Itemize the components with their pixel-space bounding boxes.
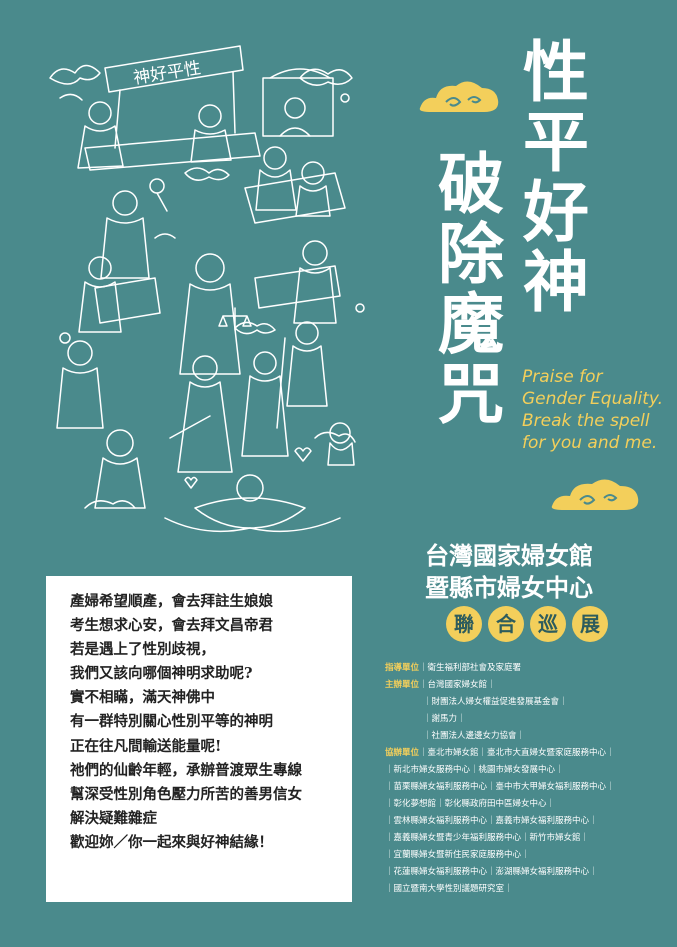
unit-row: ｜嘉義縣婦女暨青少年福利服務中心｜新竹市婦女館｜: [385, 830, 675, 847]
intro-line: 若是遇上了性別歧視，: [70, 641, 215, 659]
intro-line: 解決疑難雜症: [70, 809, 157, 827]
unit-row: 主辦單位｜台灣國家婦女館｜: [385, 677, 675, 694]
unit-role: 指導單位: [385, 663, 420, 673]
unit-text: ｜衛生福利部社會及家庭署: [419, 663, 522, 673]
english-line: Gender Equality.: [522, 389, 664, 409]
intro-line: 考生想求心安，會去拜文昌帝君: [70, 617, 273, 635]
english-tagline: Praise for Gender Equality. Break the sp…: [522, 366, 663, 454]
tour-badge: 聯: [446, 606, 482, 642]
organizer-line-1: 台灣國家婦女館: [425, 541, 593, 570]
unit-row: ｜新北市婦女服務中心｜桃園市婦女發展中心｜: [385, 762, 675, 779]
unit-row: ｜雲林縣婦女福利服務中心｜嘉義市婦女福利服務中心｜: [385, 813, 675, 830]
tour-badge: 展: [572, 606, 608, 642]
main-title-line-2: 破除魔咒: [438, 146, 504, 433]
unit-row: ｜彰化夢想館｜彰化縣政府田中區婦女中心｜: [385, 796, 675, 813]
intro-line: 實不相瞞，滿天神佛中: [70, 689, 215, 707]
intro-line: 正在往凡間輸送能量呢!: [70, 737, 222, 755]
unit-role: 主辦單位: [385, 680, 420, 690]
unit-text: ｜花蓮縣婦女福利服務中心｜澎湖縣婦女福利服務中心｜: [385, 867, 598, 877]
intro-line: 有一群特別關心性別平等的神明: [70, 713, 273, 731]
unit-row: ｜花蓮縣婦女福利服務中心｜澎湖縣婦女福利服務中心｜: [385, 864, 675, 881]
intro-line: 祂們的仙齡年輕，承辦普渡眾生專線: [70, 761, 302, 779]
organizer-line-2: 暨縣市婦女中心: [425, 573, 593, 602]
unit-text: ｜國立暨南大學性別議題研究室｜: [385, 884, 513, 894]
unit-row: ｜苗栗縣婦女福利服務中心｜臺中市大甲婦女福利服務中心｜: [385, 779, 675, 796]
window-figure: [262, 68, 334, 137]
unit-row: 指導單位｜衛生福利部社會及家庭署: [385, 660, 675, 677]
unit-text: ｜宜蘭縣婦女暨新住民家庭服務中心｜: [385, 850, 530, 860]
unit-text: ｜臺北市婦女館｜臺北市大直婦女暨家庭服務中心｜: [419, 748, 615, 758]
english-line: for you and me.: [522, 433, 658, 453]
intro-line: 幫深受性別角色壓力所苦的善男信女: [70, 785, 302, 803]
figures: [56, 101, 355, 533]
unit-text: ｜彰化夢想館｜彰化縣政府田中區婦女中心｜: [385, 799, 556, 809]
unit-role: 協辦單位: [385, 748, 420, 758]
cloud-icon: [419, 81, 499, 112]
intro-line: 產婦希望順產，會去拜註生娘娘: [70, 593, 273, 610]
unit-text: ｜台灣國家婦女館｜: [419, 680, 496, 690]
joint-tour-badges: 聯 合 巡 展: [446, 606, 608, 642]
organizer-title: 台灣國家婦女館 暨縣市婦女中心: [425, 540, 593, 604]
main-title-column-2: 破除魔咒: [435, 150, 507, 430]
deities-illustration: 神好平性: [49, 45, 365, 533]
main-title-line-1: 性平好神: [523, 34, 589, 321]
cloud-icon: [551, 479, 639, 510]
unit-row: ｜宜蘭縣婦女暨新住民家庭服務中心｜: [385, 847, 675, 864]
unit-text: ｜謝馬力｜: [423, 714, 466, 724]
units-list: 指導單位｜衛生福利部社會及家庭署 主辦單位｜台灣國家婦女館｜ ｜財團法人婦女權益…: [385, 660, 675, 898]
unit-row: ｜社團法人邊邊女力協會｜: [385, 728, 675, 745]
banner-text: 神好平性: [132, 58, 202, 88]
intro-line: 歡迎妳／你一起來與好神結緣！: [70, 833, 273, 851]
english-line: Break the spell: [522, 411, 650, 431]
tour-badge: 巡: [530, 606, 566, 642]
main-title-column-1: 性平好神: [520, 38, 592, 318]
unit-text: ｜嘉義縣婦女暨青少年福利服務中心｜新竹市婦女館｜: [385, 833, 590, 843]
unit-text: ｜新北市婦女服務中心｜桃園市婦女發展中心｜: [385, 765, 564, 775]
unit-text: ｜社團法人邊邊女力協會｜: [423, 731, 526, 741]
tour-badge: 合: [488, 606, 524, 642]
unit-text: ｜雲林縣婦女福利服務中心｜嘉義市婦女福利服務中心｜: [385, 816, 598, 826]
shrine-booth: 神好平性: [84, 45, 261, 171]
unit-row: 協辦單位｜臺北市婦女館｜臺北市大直婦女暨家庭服務中心｜: [385, 745, 675, 762]
unit-text: ｜財團法人婦女權益促進發展基金會｜: [423, 697, 568, 707]
english-line: Praise for: [522, 367, 603, 387]
intro-text-box: 產婦希望順產，會去拜註生娘娘 考生想求心安，會去拜文昌帝君 若是遇上了性別歧視，…: [46, 576, 352, 902]
unit-row: ｜財團法人婦女權益促進發展基金會｜: [385, 694, 675, 711]
unit-row: ｜謝馬力｜: [385, 711, 675, 728]
intro-line: 我們又該向哪個神明求助呢?: [70, 665, 253, 683]
unit-text: ｜苗栗縣婦女福利服務中心｜臺中市大甲婦女福利服務中心｜: [385, 782, 615, 792]
unit-row: ｜國立暨南大學性別議題研究室｜: [385, 881, 675, 898]
